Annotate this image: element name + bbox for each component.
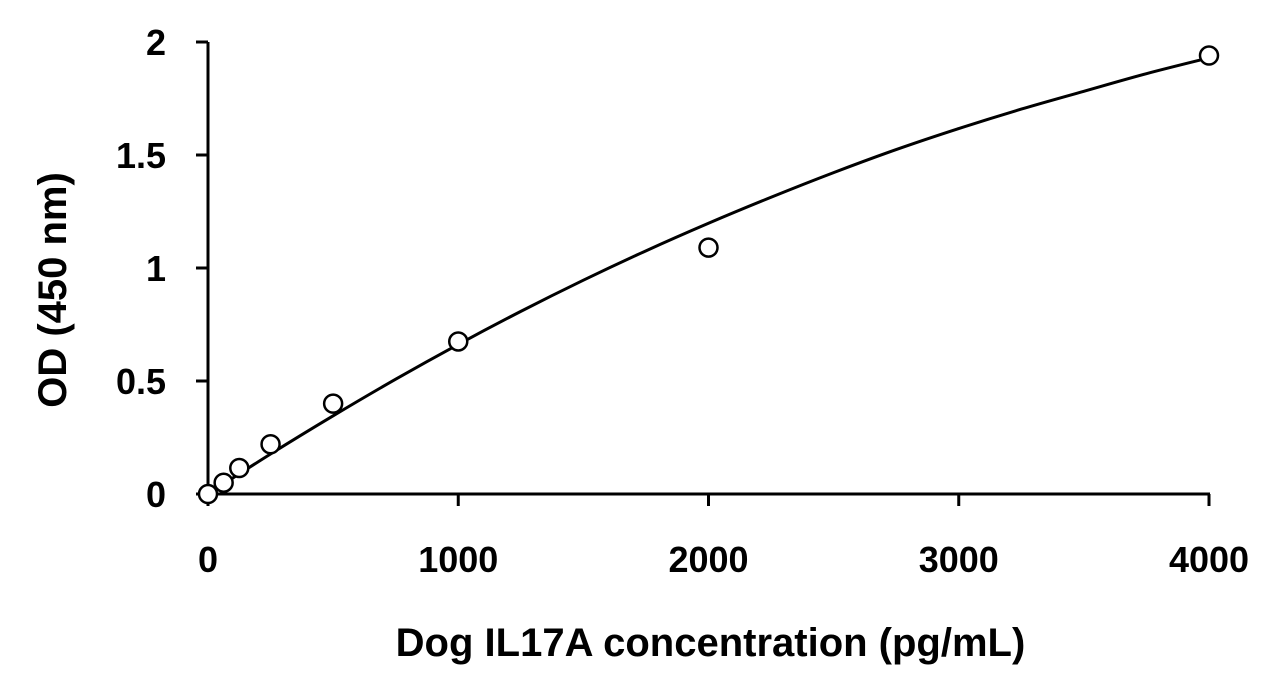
data-point bbox=[229, 457, 250, 479]
y-tick-label: 2 bbox=[146, 22, 166, 63]
data-point bbox=[213, 472, 234, 493]
y-tick-label: 0 bbox=[146, 474, 166, 515]
y-tick-label: 1 bbox=[146, 248, 166, 289]
fit-curve bbox=[207, 56, 1210, 496]
y-tick-label: 0.5 bbox=[116, 361, 166, 402]
x-tick-label: 1000 bbox=[418, 539, 498, 580]
y-axis-title: OD (450 nm) bbox=[31, 172, 75, 408]
y-ticks: 0 0.5 1 1.5 2 bbox=[116, 22, 208, 515]
x-ticks: 0 1000 2000 3000 4000 bbox=[198, 494, 1249, 580]
data-point bbox=[698, 237, 719, 258]
data-point bbox=[1198, 45, 1220, 66]
data-point bbox=[260, 434, 281, 455]
data-point bbox=[322, 393, 344, 414]
data-points bbox=[197, 45, 1220, 505]
x-tick-label: 0 bbox=[198, 539, 218, 580]
x-tick-label: 3000 bbox=[919, 539, 999, 580]
data-point bbox=[197, 483, 219, 505]
axes bbox=[206, 42, 1210, 496]
x-tick-label: 4000 bbox=[1169, 539, 1249, 580]
x-tick-label: 2000 bbox=[668, 539, 748, 580]
x-axis-title: Dog IL17A concentration (pg/mL) bbox=[396, 621, 1026, 665]
data-point bbox=[448, 331, 469, 352]
y-tick-label: 1.5 bbox=[116, 135, 166, 176]
